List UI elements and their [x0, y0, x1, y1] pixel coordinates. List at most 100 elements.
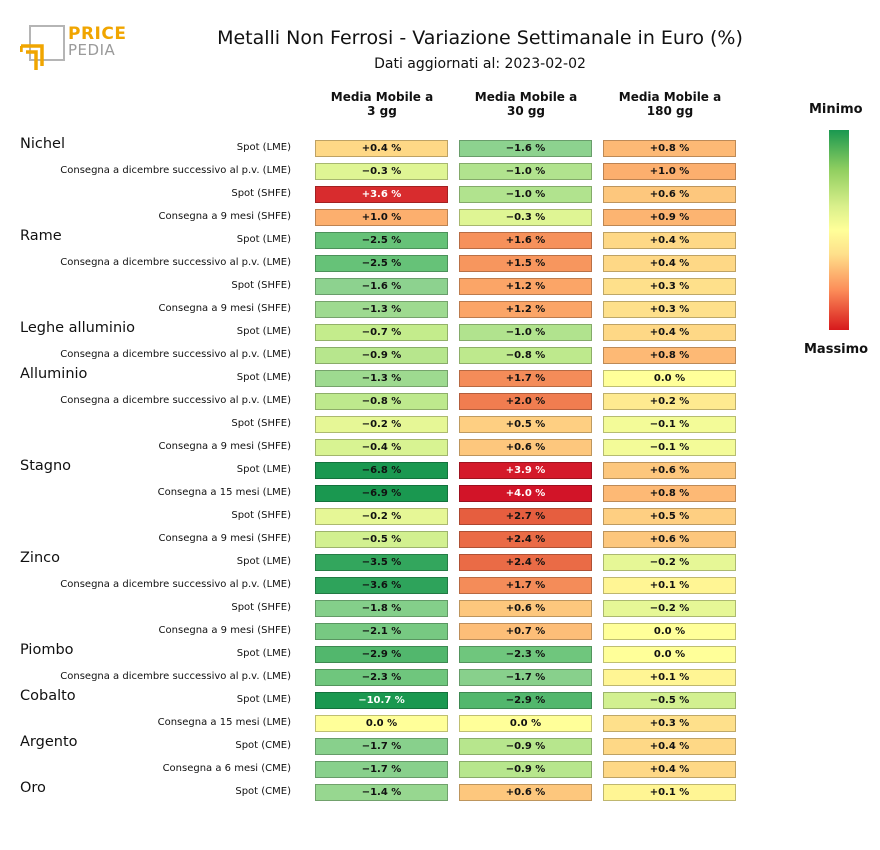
- heatmap-cell: −3.5 %: [315, 554, 448, 571]
- heatmap-cell: +0.5 %: [459, 416, 592, 433]
- heatmap-cell: −1.0 %: [459, 324, 592, 341]
- column-header-line1: Media Mobile a: [474, 90, 578, 104]
- heatmap-cell: −1.7 %: [315, 738, 448, 755]
- metal-label: Argento: [20, 734, 78, 750]
- row-label: Consegna a 9 mesi (SHFE): [158, 625, 291, 636]
- heatmap-cell: 0.0 %: [603, 623, 736, 640]
- heatmap-cell: +3.9 %: [459, 462, 592, 479]
- heatmap-cell: +1.5 %: [459, 255, 592, 272]
- row-label: Consegna a dicembre successivo al p.v. (…: [60, 257, 291, 268]
- metal-label: Zinco: [20, 550, 60, 566]
- heatmap-cell: −1.7 %: [459, 669, 592, 686]
- row-label: Consegna a dicembre successivo al p.v. (…: [60, 671, 291, 682]
- row-label: Consegna a 15 mesi (LME): [157, 487, 291, 498]
- chart-subtitle: Dati aggiornati al: 2023-02-02: [374, 56, 586, 72]
- logo-text-price: PRICE: [68, 24, 127, 44]
- heatmap-cell: −0.3 %: [459, 209, 592, 226]
- heatmap-cell: +0.4 %: [603, 761, 736, 778]
- heatmap-cell: +1.0 %: [603, 163, 736, 180]
- row-label: Spot (SHFE): [231, 280, 291, 291]
- heatmap-cell: −3.6 %: [315, 577, 448, 594]
- row-label: Spot (CME): [235, 786, 291, 797]
- row-label: Spot (LME): [236, 464, 291, 475]
- metal-label: Rame: [20, 228, 62, 244]
- row-label: Consegna a 9 mesi (SHFE): [158, 441, 291, 452]
- heatmap-cell: +0.8 %: [603, 347, 736, 364]
- column-header-line2: 30 gg: [506, 104, 546, 118]
- row-label: Consegna a 6 mesi (CME): [162, 763, 291, 774]
- column-header-line2: 180 gg: [646, 104, 694, 118]
- logo-text-pedia: PEDIA: [68, 41, 116, 59]
- metal-label: Nichel: [20, 136, 65, 152]
- heatmap-cell: 0.0 %: [459, 715, 592, 732]
- heatmap-cell: +0.1 %: [603, 577, 736, 594]
- heatmap-cell: +4.0 %: [459, 485, 592, 502]
- row-label: Consegna a 15 mesi (LME): [157, 717, 291, 728]
- heatmap-cell: +0.6 %: [459, 600, 592, 617]
- heatmap-cell: +0.4 %: [603, 738, 736, 755]
- heatmap-cell: 0.0 %: [603, 370, 736, 387]
- heatmap-cell: −0.8 %: [315, 393, 448, 410]
- row-label: Consegna a dicembre successivo al p.v. (…: [60, 579, 291, 590]
- row-label: Consegna a 9 mesi (SHFE): [158, 533, 291, 544]
- metal-label: Cobalto: [20, 688, 76, 704]
- color-scale-bar: [829, 130, 849, 330]
- heatmap-cell: −2.3 %: [315, 669, 448, 686]
- column-header-line2: 3 gg: [367, 104, 397, 118]
- heatmap-cell: −0.7 %: [315, 324, 448, 341]
- row-label: Spot (LME): [236, 234, 291, 245]
- heatmap-cell: −0.9 %: [459, 761, 592, 778]
- column-header-line1: Media Mobile a: [330, 90, 434, 104]
- heatmap-cell: +0.3 %: [603, 301, 736, 318]
- heatmap-cell: +0.7 %: [459, 623, 592, 640]
- heatmap-cell: −1.0 %: [459, 163, 592, 180]
- heatmap-cell: −0.9 %: [315, 347, 448, 364]
- row-label: Spot (CME): [235, 740, 291, 751]
- heatmap-cell: +0.4 %: [603, 255, 736, 272]
- heatmap-cell: +1.0 %: [315, 209, 448, 226]
- row-label: Spot (LME): [236, 648, 291, 659]
- heatmap-cell: −6.8 %: [315, 462, 448, 479]
- heatmap-cell: +0.6 %: [459, 784, 592, 801]
- row-label: Spot (LME): [236, 556, 291, 567]
- chart-title: Metalli Non Ferrosi - Variazione Settima…: [217, 27, 743, 49]
- row-label: Consegna a dicembre successivo al p.v. (…: [60, 395, 291, 406]
- column-header-line1: Media Mobile a: [618, 90, 722, 104]
- heatmap-cell: +0.2 %: [603, 393, 736, 410]
- heatmap-cell: −1.6 %: [459, 140, 592, 157]
- column-header-180gg: Media Mobile a 180 gg: [600, 90, 740, 118]
- heatmap-cell: −1.4 %: [315, 784, 448, 801]
- heatmap-cell: −2.3 %: [459, 646, 592, 663]
- heatmap-cell: −1.3 %: [315, 301, 448, 318]
- heatmap-cell: +2.0 %: [459, 393, 592, 410]
- heatmap-cell: −2.5 %: [315, 255, 448, 272]
- row-label: Consegna a dicembre successivo al p.v. (…: [60, 165, 291, 176]
- heatmap-cell: −0.3 %: [315, 163, 448, 180]
- metal-label: Leghe alluminio: [20, 320, 136, 336]
- heatmap-cell: −0.2 %: [315, 508, 448, 525]
- heatmap-cell: −0.8 %: [459, 347, 592, 364]
- heatmap-cell: −2.9 %: [315, 646, 448, 663]
- heatmap-cell: +0.4 %: [603, 324, 736, 341]
- heatmap-cell: −0.2 %: [603, 554, 736, 571]
- heatmap-cell: −2.1 %: [315, 623, 448, 640]
- heatmap-cell: −0.5 %: [603, 692, 736, 709]
- legend-min-label: Minimo: [809, 102, 863, 117]
- metal-label: Alluminio: [20, 366, 88, 382]
- heatmap-cell: +1.2 %: [459, 278, 592, 295]
- row-label: Spot (SHFE): [231, 602, 291, 613]
- heatmap-cell: −6.9 %: [315, 485, 448, 502]
- heatmap-cell: −1.0 %: [459, 186, 592, 203]
- metal-label: Oro: [20, 780, 46, 796]
- pricepedia-logo: PRICE PEDIA: [20, 24, 130, 74]
- heatmap-cell: +0.8 %: [603, 140, 736, 157]
- row-label: Spot (SHFE): [231, 188, 291, 199]
- heatmap-cell: −0.4 %: [315, 439, 448, 456]
- metal-label: Stagno: [20, 458, 72, 474]
- heatmap-cell: +0.6 %: [603, 186, 736, 203]
- heatmap-cell: −0.9 %: [459, 738, 592, 755]
- row-label: Consegna a dicembre successivo al p.v. (…: [60, 349, 291, 360]
- heatmap-cell: −1.7 %: [315, 761, 448, 778]
- heatmap-cell: +0.4 %: [603, 232, 736, 249]
- legend-max-label: Massimo: [804, 342, 869, 357]
